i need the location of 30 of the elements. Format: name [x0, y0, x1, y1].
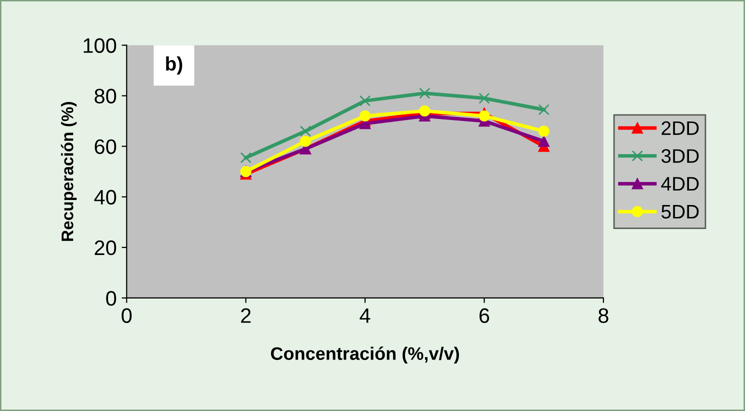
point	[359, 110, 371, 122]
legend-label: 4DD	[661, 177, 699, 191]
x-tick-label: 6	[480, 308, 490, 323]
annotation: b)	[166, 56, 182, 75]
point	[359, 95, 371, 106]
point	[538, 136, 550, 147]
x-tick-label: 8	[598, 308, 608, 323]
legend-label: 5DD	[661, 205, 699, 219]
x-tick-label: 2	[241, 308, 251, 323]
legend-label: 3DD	[661, 149, 699, 163]
point	[419, 88, 430, 99]
x-axis-title: Concentración (%,v/v)	[270, 346, 459, 364]
legend-label: 2DD	[662, 121, 699, 135]
y-tick-label: 100	[84, 38, 116, 53]
y-tick-label: 40	[94, 190, 116, 205]
point	[240, 152, 252, 164]
point	[300, 126, 312, 137]
point	[538, 126, 550, 137]
point	[478, 92, 490, 104]
point	[478, 110, 490, 122]
y-tick-label: 60	[94, 139, 116, 154]
y-tick-label: 0	[106, 290, 116, 306]
y-tick-label: 80	[94, 88, 116, 104]
point	[419, 105, 430, 116]
y-axis-title: Recuperación (%)	[60, 102, 77, 241]
point	[538, 104, 550, 116]
x-tick-label: 0	[122, 308, 132, 323]
y-tick-label: 20	[94, 240, 116, 256]
x-tick-label: 4	[360, 308, 370, 323]
point	[300, 136, 312, 147]
